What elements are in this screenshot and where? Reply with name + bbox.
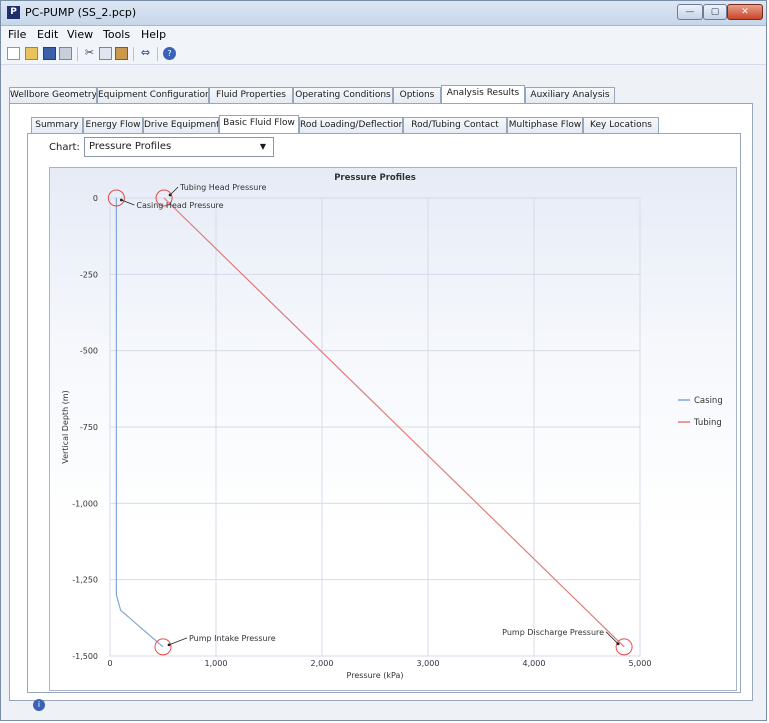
tab-drive-equipment[interactable]: Drive Equipment	[143, 117, 219, 134]
x-tick-label: 3,000	[417, 659, 440, 668]
new-file-icon[interactable]	[7, 47, 20, 60]
annotation-arrow	[169, 186, 179, 196]
tab-rod-tubing-contact[interactable]: Rod/Tubing Contact	[403, 117, 507, 134]
annotation-label: Pump Discharge Pressure	[502, 628, 604, 637]
chart-selector-label: Chart:	[49, 142, 80, 153]
x-tick-label: 1,000	[205, 659, 228, 668]
help-icon[interactable]: ?	[163, 47, 176, 60]
annotation-label: Casing Head Pressure	[136, 201, 223, 210]
annotation-arrowhead	[168, 193, 172, 197]
chart-title: Pressure Profiles	[334, 173, 416, 183]
paste-icon[interactable]	[115, 47, 128, 60]
y-tick-label: -1,500	[72, 652, 98, 661]
tab-operating-conditions[interactable]: Operating Conditions	[293, 87, 393, 104]
copy-icon[interactable]	[99, 47, 112, 60]
series-line-tubing	[163, 197, 625, 648]
tab-options[interactable]: Options	[393, 87, 441, 104]
annotation-label: Pump Intake Pressure	[189, 634, 276, 643]
y-tick-label: -1,250	[72, 576, 98, 585]
y-tick-label: 0	[93, 194, 98, 203]
annotation-marker	[615, 638, 633, 656]
cut-icon[interactable]: ✂	[84, 46, 95, 59]
window-title: PC-PUMP (SS_2.pcp)	[25, 6, 137, 19]
x-tick-label: 2,000	[311, 659, 334, 668]
annotation-arrow	[605, 631, 619, 645]
menu-file[interactable]: File	[8, 28, 27, 41]
tab-summary[interactable]: Summary	[31, 117, 83, 134]
chart-area: Pressure Profiles 0 1,000 2,000 3,000 4,000 5,…	[49, 167, 737, 691]
chevron-down-icon: ▼	[259, 142, 266, 151]
save-icon[interactable]	[43, 47, 56, 60]
x-axis-label: Pressure (kPa)	[347, 671, 404, 680]
legend-label-casing: Casing	[694, 396, 723, 406]
menu-bar: File Edit View Tools Help	[1, 26, 766, 44]
annotation-arrowhead	[119, 198, 123, 202]
menu-view[interactable]: View	[67, 28, 94, 41]
y-axis-label: Vertical Depth (m)	[61, 390, 70, 463]
tab-energy-flow[interactable]: Energy Flow	[83, 117, 143, 134]
tab-basic-fluid-flow[interactable]: Basic Fluid Flow	[219, 115, 299, 134]
info-icon[interactable]: i	[33, 699, 45, 711]
annotation-arrowhead	[616, 642, 620, 646]
tab-analysis-results[interactable]: Analysis Results	[441, 85, 525, 104]
print-icon[interactable]	[59, 47, 72, 60]
pressure-profiles-chart: Pressure Profiles 0 1,000 2,000 3,000 4,000 5,…	[61, 173, 723, 680]
annotation-arrowhead	[167, 643, 171, 647]
annotation-arrow	[121, 199, 135, 206]
menu-tools[interactable]: Tools	[103, 28, 131, 41]
tab-auxiliary-analysis[interactable]: Auxiliary Analysis	[525, 87, 615, 104]
y-tick-label: -1,000	[72, 499, 98, 508]
y-tick-label: -750	[80, 423, 98, 432]
minimize-button[interactable]: —	[677, 4, 703, 20]
annotation-arrow	[168, 637, 188, 646]
series-line-casing	[115, 198, 164, 648]
tab-key-locations[interactable]: Key Locations	[583, 117, 659, 134]
tab-equipment-configuration[interactable]: Equipment Configuration	[97, 87, 209, 104]
x-tick-label: 0	[107, 659, 112, 668]
close-button[interactable]: ✕	[727, 4, 763, 20]
annotation-label: Tubing Head Pressure	[179, 183, 266, 192]
annotation-marker	[155, 189, 173, 207]
chart-dropdown[interactable]: Pressure Profiles ▼	[84, 137, 274, 157]
title-bar: P PC-PUMP (SS_2.pcp) — ▢ ✕	[1, 1, 766, 26]
maximize-button[interactable]: ▢	[703, 4, 727, 20]
chart-dropdown-value: Pressure Profiles	[89, 141, 172, 152]
y-tick-label: -500	[80, 347, 98, 356]
tab-wellbore-geometry[interactable]: Wellbore Geometry	[9, 87, 97, 104]
find-icon[interactable]: ⇔	[140, 46, 151, 59]
x-tick-label: 4,000	[523, 659, 546, 668]
annotation-marker	[154, 638, 172, 656]
tab-multiphase-flow[interactable]: Multiphase Flow	[507, 117, 583, 134]
tab-fluid-properties[interactable]: Fluid Properties	[209, 87, 293, 104]
menu-edit[interactable]: Edit	[37, 28, 59, 41]
menu-help[interactable]: Help	[141, 28, 167, 41]
legend-label-tubing: Tubing	[693, 418, 722, 428]
y-tick-label: -250	[80, 270, 98, 279]
annotation-marker	[107, 189, 125, 207]
open-folder-icon[interactable]	[25, 47, 38, 60]
tab-rod-loading-deflection[interactable]: Rod Loading/Deflection	[299, 117, 403, 134]
toolbar: ✂ ⇔ ?	[1, 44, 766, 65]
app-logo-icon: P	[7, 6, 20, 19]
x-tick-label: 5,000	[629, 659, 652, 668]
